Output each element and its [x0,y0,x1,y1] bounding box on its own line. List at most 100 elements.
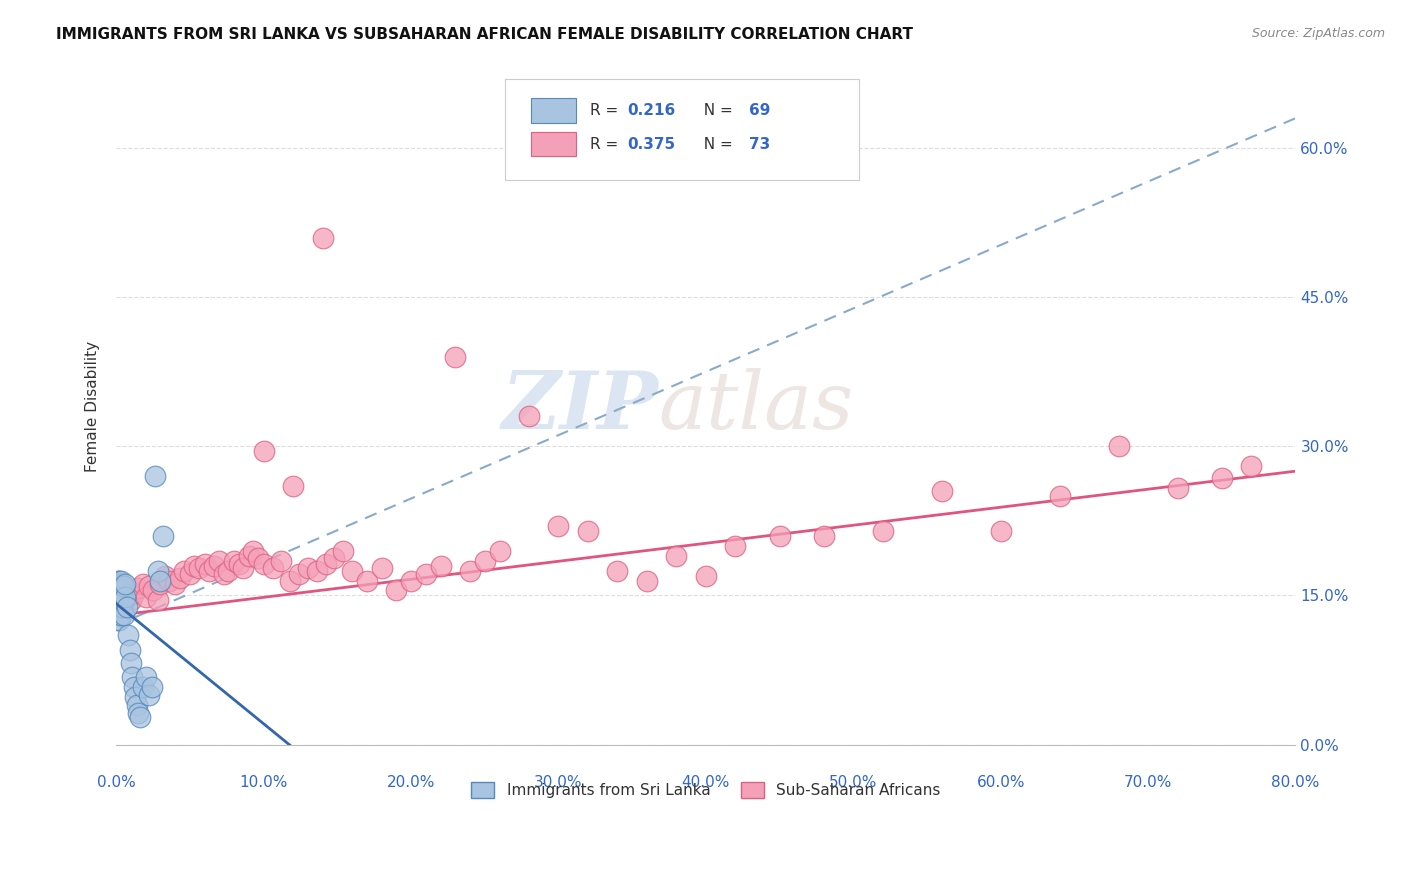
Point [990,524,1012,538]
Point [399,574,422,588]
Point [297,560,319,574]
Legend: Immigrants from Sri Lanka, Sub-Saharan Africans: Immigrants from Sri Lanka, Sub-Saharan A… [465,776,946,805]
Point [332,543,354,558]
Point [110,583,132,598]
Point [931,484,953,499]
Point [120,593,142,607]
Text: 80.0%: 80.0% [1271,775,1320,790]
Point [107,581,129,595]
Point [128,710,150,724]
Point [107,589,129,603]
Point [138,688,160,702]
Text: 73: 73 [749,136,770,152]
Point [415,566,437,581]
Point [110,576,132,591]
Point [288,566,311,581]
Point [107,583,129,598]
Point [305,564,328,578]
Text: R =: R = [591,136,623,152]
Point [108,593,131,607]
Point [356,574,378,588]
Point [108,600,131,615]
Point [107,593,129,607]
Point [872,524,894,538]
Point [173,564,195,578]
Point [118,643,141,657]
Text: N =: N = [695,136,738,152]
Point [107,591,129,605]
Point [111,583,134,598]
Point [108,591,131,605]
Point [115,600,138,615]
Point [385,583,408,598]
Point [208,554,231,568]
Point [194,557,217,571]
Point [107,613,129,627]
Point [121,670,143,684]
Point [153,568,176,582]
Point [112,608,135,623]
Point [108,589,131,603]
Point [311,230,333,244]
Point [636,574,658,588]
Point [281,479,304,493]
Point [576,524,599,538]
Y-axis label: Female Disability: Female Disability [86,341,100,472]
Point [143,469,166,483]
Point [108,596,131,610]
Text: 10.0%: 10.0% [239,775,288,790]
Text: 0.0%: 0.0% [97,775,135,790]
Point [135,591,157,605]
Point [122,586,145,600]
Point [108,576,131,591]
Point [224,554,246,568]
Point [107,595,129,609]
Point [108,574,131,588]
Point [110,591,132,605]
Point [517,409,540,424]
Point [1049,489,1071,503]
Point [107,576,129,591]
Point [253,444,276,458]
Point [107,599,129,613]
Point [165,576,187,591]
Point [370,560,392,574]
Point [198,564,221,578]
Point [110,593,132,607]
Point [152,529,174,543]
Point [813,529,835,543]
Point [112,578,135,592]
Point [112,591,135,605]
Point [107,583,129,598]
Point [122,680,145,694]
Text: 70.0%: 70.0% [1123,775,1173,790]
Point [108,581,131,595]
Point [114,576,136,591]
Point [107,596,129,610]
Point [183,558,205,573]
Point [138,578,160,592]
Point [262,560,284,574]
Point [278,574,301,588]
Point [117,583,139,598]
Point [444,350,467,364]
Point [149,576,172,591]
Point [107,586,129,600]
Text: Source: ZipAtlas.com: Source: ZipAtlas.com [1251,27,1385,40]
Text: 69: 69 [749,103,770,118]
Point [107,607,129,621]
Point [695,568,717,582]
Text: atlas: atlas [658,368,853,445]
Text: 0.375: 0.375 [627,136,675,152]
Point [141,680,163,694]
FancyBboxPatch shape [531,132,576,156]
Point [107,600,129,615]
Point [488,543,510,558]
Point [315,557,337,571]
Point [429,558,451,573]
Point [323,550,346,565]
Point [114,591,136,605]
Point [146,564,169,578]
Point [112,593,135,607]
Point [107,591,129,605]
